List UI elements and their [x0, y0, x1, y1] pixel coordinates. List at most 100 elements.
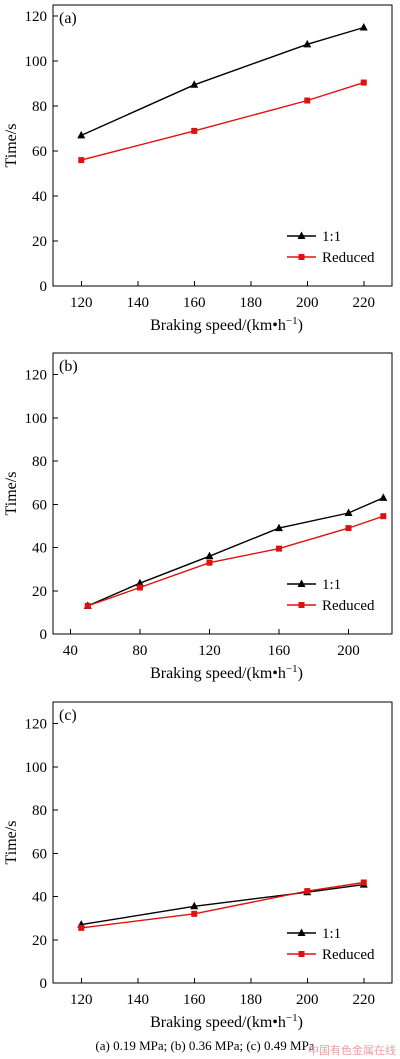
panel-label: (b) — [59, 358, 78, 375]
y-tick-label: 80 — [32, 803, 47, 819]
x-axis-title-end: ) — [298, 665, 303, 682]
y-tick-label: 40 — [32, 189, 47, 205]
y-axis-title: Time/s — [3, 821, 20, 865]
y-tick-label: 40 — [32, 890, 47, 906]
x-tick-label: 160 — [183, 295, 206, 311]
x-tick-label: 140 — [127, 295, 150, 311]
legend-label-1: 1:1 — [322, 229, 341, 245]
data-point-square — [84, 602, 91, 609]
watermark: 中国有色金属在线 — [308, 1043, 396, 1057]
data-point-square — [78, 157, 85, 164]
data-point-square — [136, 584, 143, 591]
x-axis-title: Braking speed/(km•h−1) — [150, 315, 303, 334]
data-point-triangle — [359, 22, 368, 31]
chart-panel-3: 0 20 40 60 80 100 120 120 140 160 180 200 220 (c) Time… — [3, 701, 393, 1031]
x-axis-title: Braking speed/(km•h−1) — [150, 1012, 303, 1031]
data-point-square — [380, 513, 387, 520]
data-point-square — [304, 97, 311, 104]
series-line-1 — [81, 883, 364, 926]
legend-marker-square — [298, 602, 305, 608]
y-tick-label: 100 — [25, 760, 48, 776]
x-tick-label: 140 — [127, 992, 150, 1008]
x-axis-title-sup: −1 — [286, 315, 298, 327]
legend-label-2: Reduced — [322, 947, 375, 963]
legend-marker-triangle — [297, 928, 306, 936]
series-line-2 — [81, 881, 364, 929]
x-tick-label: 160 — [183, 992, 206, 1008]
plot-frame — [52, 4, 393, 287]
y-tick-label: 40 — [32, 541, 47, 557]
data-point-triangle — [344, 508, 353, 516]
y-tick-label: 60 — [32, 497, 47, 513]
legend-label-1: 1:1 — [322, 926, 341, 942]
x-axis-title-sup: −1 — [286, 1012, 298, 1024]
y-tick-label: 100 — [25, 411, 48, 427]
y-tick-label: 120 — [25, 368, 48, 384]
data-point-triangle — [205, 551, 214, 560]
legend-label-1: 1:1 — [322, 577, 341, 593]
y-tick-label: 0 — [40, 976, 48, 992]
chart-panel-2: 0 20 40 60 80 100 120 40 80 120 160 200 (b) Time/s Bra… — [3, 352, 393, 682]
x-axis-title-sup: −1 — [286, 663, 298, 675]
data-point-square — [191, 127, 198, 134]
x-axis-title-end: ) — [298, 1014, 303, 1031]
x-tick-label: 180 — [240, 295, 263, 311]
data-point-triangle — [303, 39, 312, 48]
y-tick-label: 100 — [25, 54, 48, 70]
legend-marker-triangle — [297, 579, 306, 587]
x-tick-label: 200 — [296, 295, 319, 311]
data-point-square — [345, 525, 352, 532]
data-point-triangle — [190, 80, 199, 88]
data-point-square — [276, 545, 282, 552]
legend-label-2: Reduced — [322, 598, 375, 614]
plot-frame — [52, 701, 393, 984]
x-tick-label: 220 — [353, 992, 376, 1008]
x-tick-label: 180 — [240, 992, 263, 1008]
data-point-square — [304, 888, 311, 895]
x-axis-title-main: Braking speed/(km•h — [150, 665, 286, 682]
x-tick-label: 220 — [353, 295, 376, 311]
legend-marker-square — [298, 951, 305, 957]
plot-frame — [52, 352, 393, 635]
y-tick-label: 80 — [32, 99, 47, 115]
chart-panel-1: 0 20 40 60 80 100 120 120 140 160 180 200 220 (a) Time… — [3, 4, 393, 334]
x-axis-title-main: Braking speed/(km•h — [150, 317, 286, 334]
data-point-triangle — [275, 523, 283, 532]
x-tick-label: 120 — [70, 992, 93, 1008]
legend-marker-triangle — [297, 231, 306, 239]
x-tick-label: 120 — [70, 295, 93, 311]
y-tick-label: 20 — [32, 933, 47, 949]
series-line-1 — [87, 497, 384, 607]
y-axis-title: Time/s — [3, 472, 20, 516]
data-point-triangle — [190, 901, 199, 910]
x-tick-label: 200 — [296, 992, 319, 1008]
x-tick-label: 40 — [63, 643, 78, 659]
series-line-2 — [81, 81, 365, 161]
data-point-square — [78, 924, 85, 931]
data-point-square — [206, 559, 213, 566]
y-tick-label: 20 — [32, 584, 47, 600]
data-point-square — [360, 879, 367, 886]
data-point-square — [360, 79, 367, 86]
y-tick-label: 120 — [25, 9, 48, 25]
x-tick-label: 200 — [337, 643, 360, 659]
x-tick-label: 120 — [198, 643, 221, 659]
x-axis-title: Braking speed/(km•h−1) — [150, 663, 303, 682]
data-point-triangle — [135, 578, 144, 587]
series-line-1 — [81, 26, 364, 137]
data-point-triangle — [77, 130, 86, 139]
y-tick-label: 0 — [40, 627, 48, 643]
y-tick-label: 60 — [32, 846, 47, 862]
x-axis-title-main: Braking speed/(km•h — [150, 1014, 286, 1031]
x-axis-title-end: ) — [298, 317, 303, 334]
y-tick-label: 0 — [40, 279, 48, 295]
x-tick-label: 80 — [132, 643, 147, 659]
panel-label: (a) — [59, 10, 77, 27]
panel-label: (c) — [59, 707, 77, 724]
y-tick-label: 60 — [32, 144, 47, 160]
legend-marker-square — [298, 254, 305, 260]
data-point-triangle — [379, 493, 388, 501]
y-axis-title: Time/s — [3, 124, 20, 168]
y-tick-label: 20 — [32, 234, 47, 250]
